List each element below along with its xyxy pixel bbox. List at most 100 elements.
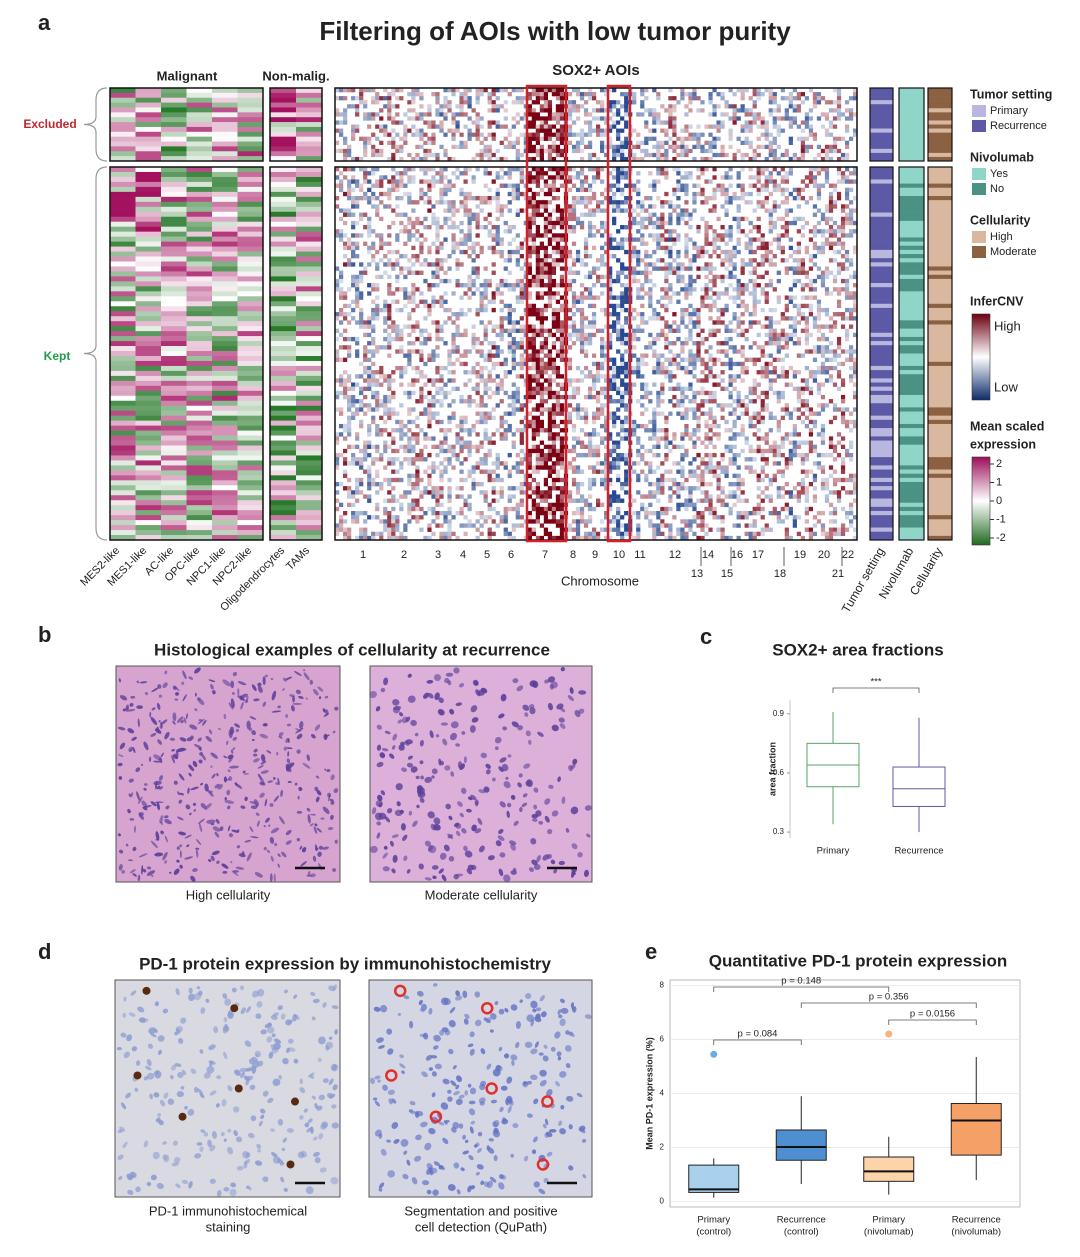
cnv-cell [471,212,476,217]
cnv-cell [367,88,372,93]
cnv-cell [507,473,512,479]
cnv-cell [567,324,573,329]
cnv-cell [616,440,621,445]
cnv-cell [596,498,601,503]
cnv-cell [567,361,573,367]
cnv-cell [559,266,565,271]
cnv-cell [519,515,524,520]
cnv-cell [579,140,585,145]
cnv-cell [451,411,456,416]
cnv-cell [347,494,352,499]
cnv-cell [688,132,693,137]
heatmap-cell [110,291,136,297]
cnv-cell [403,112,408,117]
cnv-cell [391,498,396,503]
cnv-cell [495,473,500,479]
heatmap-cell [296,326,323,332]
cnv-cell [600,411,605,416]
heatmap-cell [110,107,136,113]
cnv-cell [515,469,520,474]
cnv-cell [335,481,340,487]
cnv-cell [403,490,408,495]
cnv-cell [443,436,448,441]
cnv-cell [768,132,773,137]
heatmap-cell [135,206,162,213]
cnv-cell [375,112,380,117]
cnv-cell [447,506,452,512]
heatmap-cell [270,201,297,208]
cnv-cell [600,440,605,445]
heatmap-cell [186,276,213,282]
cnv-cell [467,96,472,101]
cnv-cell [335,328,340,333]
cnv-cell [543,498,549,503]
cnv-cell [543,220,549,226]
cnv-cell [479,353,484,358]
cnv-cell [604,486,609,491]
cnv-cell [547,200,553,205]
cnv-cell [616,148,621,154]
cnv-cell [507,200,512,205]
cnv-cell [339,278,344,284]
cnv-cell [347,241,352,246]
heatmap-cell [270,346,297,352]
cnv-cell [519,132,524,137]
cnv-cell [371,258,376,263]
heatmap-cell [270,216,297,223]
cnv-cell [475,241,480,246]
heatmap-cell [212,460,238,466]
cnv-cell [608,200,613,205]
cnv-cell [455,120,460,125]
cnv-cell [455,312,460,317]
cnv-cell [499,183,504,188]
cnv-cell [447,510,452,516]
cnv-cell [339,291,344,296]
cnv-cell [543,291,549,296]
cnv-cell [624,349,629,354]
cnv-cell [608,481,613,487]
cnv-cell [612,237,617,242]
heatmap-cell [186,92,213,99]
cnv-cell [620,295,625,300]
cnv-cell [383,336,388,342]
heatmap-cell [110,331,136,337]
cnv-cell [431,415,436,421]
cnv-cell [591,295,597,300]
cnv-cell [383,399,388,404]
cnv-cell [335,278,340,284]
cnv-cell [511,486,516,491]
cnv-cell [451,386,456,391]
cnv-cell [379,200,384,205]
heatmap-cell [110,226,136,232]
cnv-cell [487,436,492,441]
cnv-cell [359,320,364,325]
cnv-cell [343,436,348,441]
cnv-cell [579,262,585,267]
cnv-cell [335,407,340,412]
cnv-cell [447,461,452,466]
cnv-cell [339,148,344,154]
cnv-cell [728,128,733,133]
cnv-cell [467,506,472,512]
cnv-cell [555,452,561,458]
cnv-cell [531,283,536,288]
cnv-cell [828,124,834,129]
cnv-cell [387,241,392,246]
cnv-cell [375,295,380,300]
cnv-cell [343,96,348,101]
cnv-cell [403,212,408,217]
cnv-cell [379,382,384,387]
cnv-cell [624,415,629,421]
cnv-cell [435,386,440,391]
cnv-cell [475,254,480,259]
cnv-cell [475,432,480,437]
cnv-cell [712,144,717,150]
cnv-cell [620,191,625,197]
cnv-cell [411,448,416,454]
cnv-cell [359,96,364,101]
cnv-cell [571,469,577,474]
cnv-cell [624,386,629,391]
cnv-cell [439,303,444,309]
cnv-cell [539,399,544,404]
heatmap-cell [186,336,213,342]
